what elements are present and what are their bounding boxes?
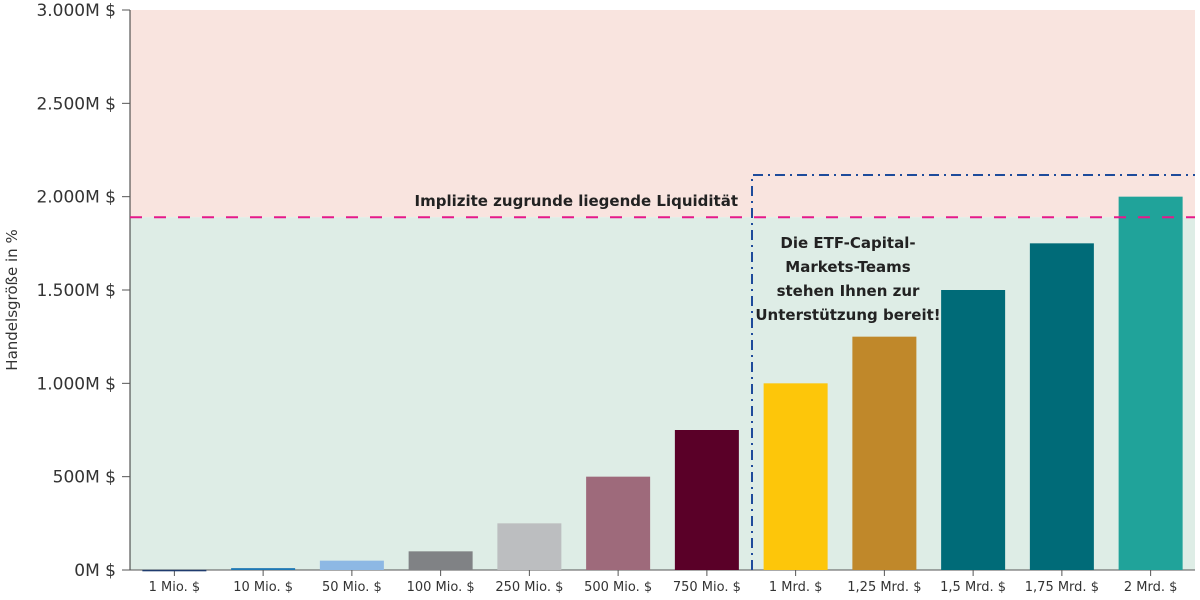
x-tick-label: 100 Mio. $	[407, 580, 475, 595]
bar	[1029, 243, 1094, 571]
bar	[319, 560, 384, 570]
support-annotation-line: Die ETF-Capital-	[780, 234, 915, 252]
x-tick-label: 10 Mio. $	[233, 580, 293, 595]
x-tick-label: 500 Mio. $	[584, 580, 652, 595]
x-tick-label: 1 Mio. $	[149, 580, 201, 595]
bar	[408, 551, 473, 570]
bar	[586, 476, 651, 570]
y-tick-label: 0M $	[74, 561, 116, 581]
y-tick-label: 500M $	[53, 468, 116, 488]
y-tick-label: 2.500M $	[36, 94, 116, 114]
x-tick-label: 750 Mio. $	[673, 580, 741, 595]
support-zone-box	[751, 174, 1195, 570]
bar	[231, 568, 296, 570]
region-above-liquidity	[130, 10, 1195, 218]
y-axis-label: Handelsgröße in %	[3, 229, 21, 370]
x-tick-label: 1,75 Mrd. $	[1025, 580, 1099, 595]
x-tick-label: 250 Mio. $	[495, 580, 563, 595]
support-annotation-line: Unterstützung bereit!	[755, 306, 940, 324]
support-annotation-line: Markets-Teams	[785, 258, 910, 276]
y-tick-label: 2.000M $	[36, 188, 116, 208]
bar	[941, 290, 1006, 570]
bar	[763, 383, 828, 570]
y-tick-label: 1.000M $	[36, 374, 116, 394]
support-annotation-line: stehen Ihnen zur	[777, 282, 920, 300]
x-tick-label: 1,25 Mrd. $	[847, 580, 921, 595]
bar	[497, 523, 562, 570]
y-tick-label: 1.500M $	[36, 281, 116, 301]
x-tick-label: 2 Mrd. $	[1124, 580, 1178, 595]
bar	[674, 430, 739, 570]
x-tick-label: 1 Mrd. $	[769, 580, 823, 595]
x-tick-label: 50 Mio. $	[322, 580, 382, 595]
bar	[142, 569, 207, 572]
region-below-liquidity	[130, 217, 1195, 570]
bar	[1118, 196, 1183, 570]
bar	[852, 336, 917, 570]
x-tick-label: 1,5 Mrd. $	[940, 580, 1006, 595]
y-tick-label: 3.000M $	[36, 1, 116, 21]
liquidity-reference-label: Implizite zugrunde liegende Liquidität	[415, 192, 738, 210]
